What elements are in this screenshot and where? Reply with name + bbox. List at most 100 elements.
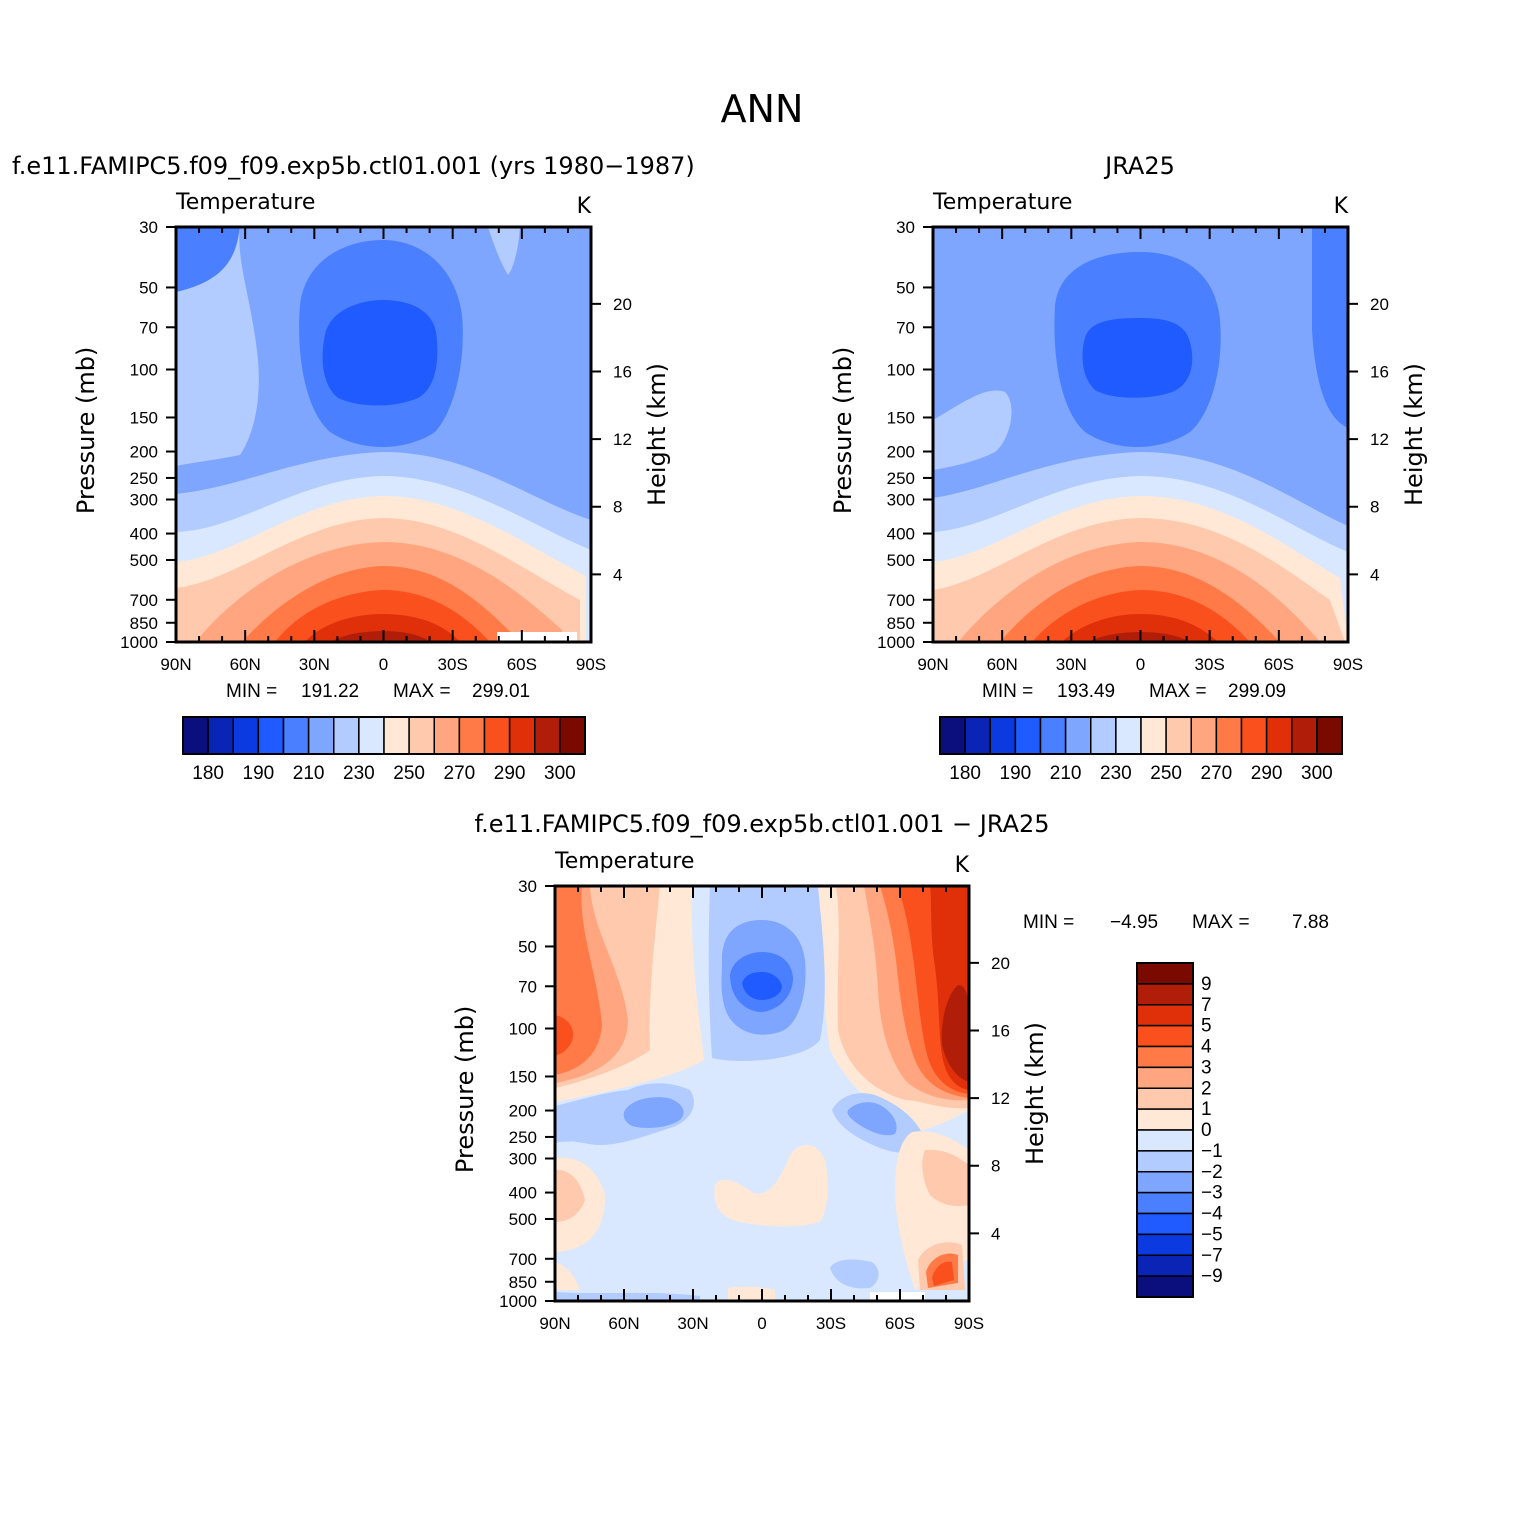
contour-band xyxy=(1082,318,1193,398)
colorbar-swatch xyxy=(508,716,536,755)
y-tick-label: 200 xyxy=(887,443,915,462)
y-tick-label: 150 xyxy=(130,408,158,427)
height-tick-label: 16 xyxy=(613,362,632,381)
max-label: MAX = xyxy=(393,681,451,702)
panel-title: JRA25 xyxy=(1103,152,1175,180)
y-axis-label: Pressure (mb) xyxy=(829,347,857,514)
height-tick-label: 16 xyxy=(991,1021,1010,1040)
colorbar-swatch xyxy=(408,716,435,755)
colorbar-swatch xyxy=(358,716,385,755)
y-tick-label: 30 xyxy=(896,218,915,237)
colorbar-label: 290 xyxy=(494,763,526,784)
colorbar-label: −3 xyxy=(1201,1183,1223,1204)
colorbar-swatch xyxy=(333,716,360,755)
y-tick-label: 500 xyxy=(887,551,915,570)
max-value: 299.01 xyxy=(472,681,530,702)
contour-band xyxy=(623,1097,684,1128)
colorbar-frame xyxy=(939,716,1343,755)
y-tick-label: 250 xyxy=(509,1128,537,1147)
colorbar-swatch xyxy=(1014,716,1042,755)
colorbar-swatch xyxy=(1240,716,1268,755)
contour-band xyxy=(305,614,460,642)
panel-obs: JRA25 Temperature K xyxy=(931,152,1350,644)
y-tick-label: 1000 xyxy=(499,1292,537,1311)
contour-field xyxy=(933,227,1348,642)
colorbar-swatch xyxy=(1140,716,1167,755)
x-tick-label: 60N xyxy=(230,655,261,674)
colorbar-swatch xyxy=(1136,1024,1194,1048)
x-tick-label: 90N xyxy=(917,655,948,674)
axes-panel-1: 90N 60N 30N 0 30S 60S 90S 30 50 70 100 150 200 250 300… xyxy=(829,218,1428,674)
colorbar-swatch xyxy=(939,716,966,755)
colorbar-frame xyxy=(1136,962,1194,1298)
colorbar-label: 270 xyxy=(444,763,476,784)
contour-band xyxy=(742,972,782,1000)
y-tick-label: 500 xyxy=(509,1210,537,1229)
colorbar-swatch xyxy=(483,716,511,755)
y-tick-label: 300 xyxy=(887,491,915,510)
height-axis-label: Height (km) xyxy=(643,363,671,506)
colorbar-label: 290 xyxy=(1251,763,1283,784)
x-tick-label: 90S xyxy=(1333,655,1363,674)
x-tick-label: 30S xyxy=(1195,655,1225,674)
axes-panel-2: 90N 60N 30N 0 30S 60S 90S 30 50 70 100 150 200 250 300… xyxy=(451,877,1049,1333)
y-tick-label: 400 xyxy=(130,525,158,544)
colorbar-swatch xyxy=(1215,716,1243,755)
contour-band xyxy=(1062,614,1218,642)
contour-band xyxy=(830,1259,879,1289)
colorbar-label: 250 xyxy=(393,763,425,784)
colorbar-label: 250 xyxy=(1150,763,1182,784)
x-tick-label: 90N xyxy=(539,1314,570,1333)
contour-band xyxy=(555,1015,574,1055)
min-label: MIN = xyxy=(1023,912,1074,933)
colorbar-swatch xyxy=(307,716,335,755)
height-tick-label: 12 xyxy=(613,430,632,449)
y-tick-label: 150 xyxy=(509,1067,537,1086)
x-tick-label: 30S xyxy=(816,1314,846,1333)
y-tick-label: 250 xyxy=(887,469,915,488)
colorbar-swatch xyxy=(1064,716,1092,755)
colorbar-label: 210 xyxy=(293,763,325,784)
colorbar-swatch xyxy=(1291,716,1318,755)
x-tick-label: 90S xyxy=(954,1314,984,1333)
min-value: 191.22 xyxy=(301,681,359,702)
axes-panel-0: 90N 60N 30N 0 30S 60S 90S 30 50 70 100 150 200 250 300… xyxy=(72,218,671,674)
colorbar-swatch xyxy=(1190,716,1218,755)
contour-field xyxy=(176,227,591,642)
x-tick-label: 90S xyxy=(576,655,606,674)
colorbar-swatch xyxy=(1039,716,1067,755)
height-tick-label: 8 xyxy=(991,1157,1000,1176)
contour-band xyxy=(941,985,969,1082)
y-tick-label: 850 xyxy=(509,1273,537,1292)
y-tick-label: 50 xyxy=(518,937,537,956)
y-tick-label: 100 xyxy=(509,1019,537,1038)
colorbar-label: 190 xyxy=(243,763,275,784)
right-title: K xyxy=(577,194,592,219)
colorbar-frame xyxy=(182,716,586,755)
left-title: Temperature xyxy=(554,849,694,874)
y-tick-label: 1000 xyxy=(120,633,158,652)
colorbar-label: 230 xyxy=(343,763,375,784)
colorbar-swatch xyxy=(182,716,209,755)
x-tick-label: 30S xyxy=(438,655,468,674)
y-tick-label: 250 xyxy=(130,469,158,488)
colorbar-swatch xyxy=(559,716,586,755)
height-axis-label: Height (km) xyxy=(1400,363,1428,506)
y-tick-label: 700 xyxy=(509,1250,537,1269)
colorbar-swatch xyxy=(1136,1150,1194,1173)
x-tick-label: 0 xyxy=(379,655,388,674)
min-label: MIN = xyxy=(226,681,277,702)
y-tick-label: 30 xyxy=(139,218,158,237)
max-value: 299.09 xyxy=(1228,681,1286,702)
x-tick-label: 30N xyxy=(299,655,330,674)
y-tick-label: 400 xyxy=(887,525,915,544)
colorbar-label: 7 xyxy=(1201,995,1212,1016)
height-tick-label: 12 xyxy=(991,1089,1010,1108)
colorbar-label: 2 xyxy=(1201,1078,1212,1099)
colorbar-label: 0 xyxy=(1201,1120,1212,1141)
contour-band xyxy=(176,227,240,292)
colorbar-swatch xyxy=(1136,1233,1194,1256)
colorbar-label: 230 xyxy=(1100,763,1132,784)
max-label: MAX = xyxy=(1192,912,1250,933)
